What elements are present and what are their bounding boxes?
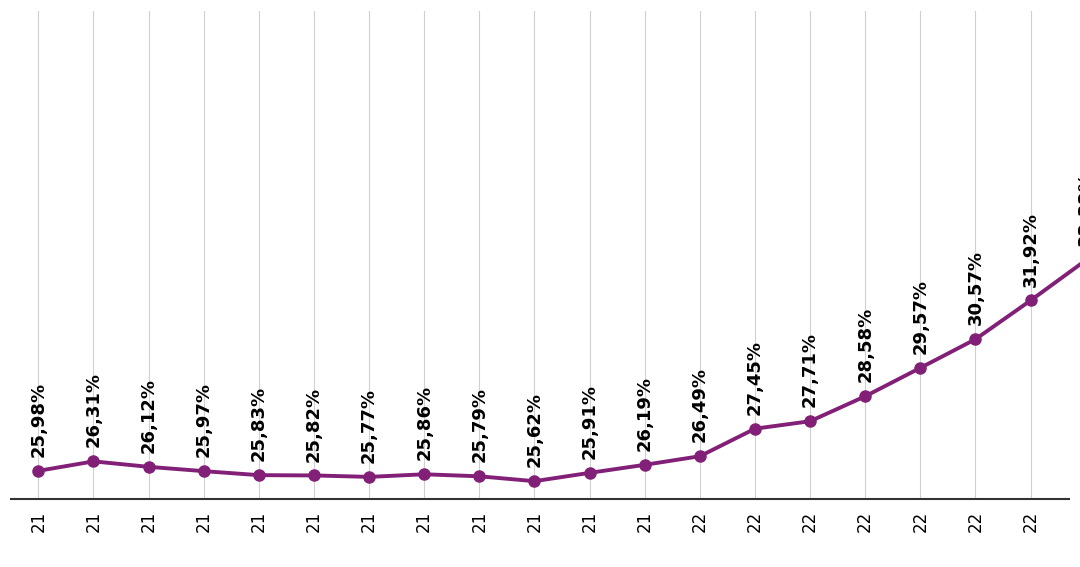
- Text: 33,32%: 33,32%: [1077, 171, 1080, 247]
- Text: 26,19%: 26,19%: [636, 376, 653, 451]
- Text: 27,45%: 27,45%: [746, 340, 764, 415]
- Text: 26,12%: 26,12%: [139, 378, 158, 453]
- Text: 27,71%: 27,71%: [801, 332, 819, 407]
- Text: 29,57%: 29,57%: [912, 279, 930, 354]
- Text: 25,98%: 25,98%: [29, 382, 48, 457]
- Text: 25,97%: 25,97%: [194, 382, 213, 457]
- Text: 28,58%: 28,58%: [856, 307, 874, 382]
- Text: 26,49%: 26,49%: [691, 367, 708, 442]
- Text: 30,57%: 30,57%: [967, 250, 985, 325]
- Text: 25,79%: 25,79%: [471, 387, 488, 463]
- Text: 31,92%: 31,92%: [1022, 211, 1040, 286]
- Text: 25,86%: 25,86%: [415, 386, 433, 460]
- Text: 26,31%: 26,31%: [84, 373, 103, 447]
- Text: 25,83%: 25,83%: [249, 386, 268, 462]
- Text: 25,77%: 25,77%: [360, 388, 378, 463]
- Text: 25,82%: 25,82%: [305, 387, 323, 462]
- Text: 25,91%: 25,91%: [581, 384, 598, 459]
- Text: 25,62%: 25,62%: [526, 392, 543, 467]
